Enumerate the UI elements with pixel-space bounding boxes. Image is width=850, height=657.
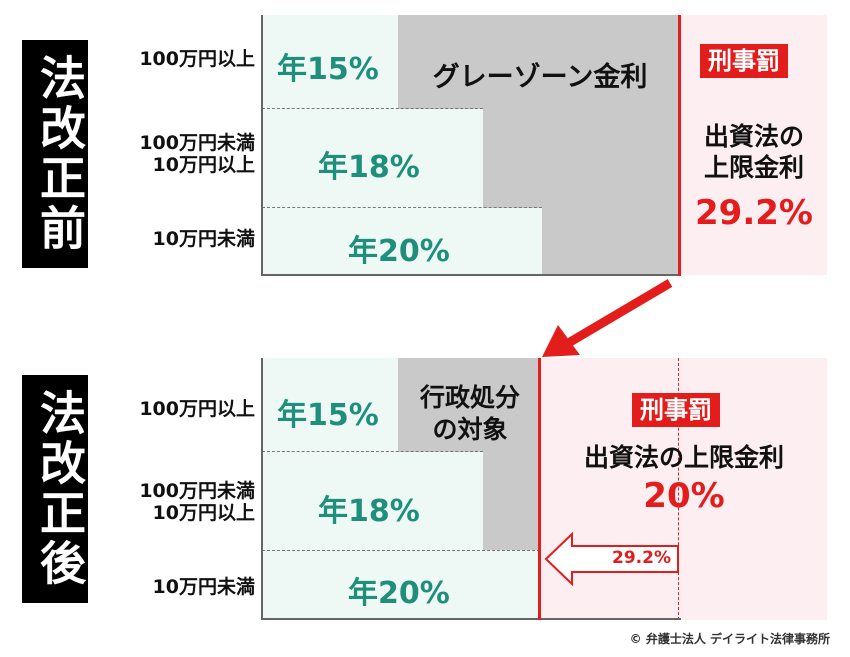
transition-arrow-icon — [542, 279, 673, 357]
after-limit-rate: 20% — [643, 476, 725, 516]
after-row-labels: 100万円以上 100万円未満 10万円以上 10万円未満 — [90, 358, 255, 620]
before-grey-zone-top — [398, 15, 680, 109]
before-y-axis — [261, 15, 263, 276]
left-arrow-icon — [544, 532, 679, 586]
after-row-label-1: 100万円以上 — [139, 398, 255, 420]
after-section-title: 法改正後 — [22, 375, 88, 603]
before-divider-1 — [262, 108, 483, 109]
before-limit-label-2: 上限金利 — [703, 153, 804, 182]
before-row-label-1: 100万円以上 — [139, 48, 255, 70]
after-old-rate: 29.2% — [612, 548, 671, 568]
after-penalty-badge: 刑事罰 — [632, 393, 720, 427]
before-row-label-3: 10万円未満 — [152, 228, 255, 250]
before-grey-zone-label: グレーゾーン金利 — [432, 62, 648, 93]
after-rate-15: 年15% — [277, 398, 379, 433]
before-limit-label-1: 出資法の — [703, 122, 804, 151]
after-divider-1 — [262, 451, 483, 452]
after-limit-label: 出資法の上限金利 — [583, 443, 784, 472]
after-rate-20: 年20% — [348, 576, 450, 611]
after-grey-zone-top — [398, 358, 540, 452]
after-y-axis — [261, 358, 263, 620]
before-grey-zone-mid — [483, 108, 680, 208]
after-row-label-2: 100万円未満 10万円以上 — [139, 480, 255, 524]
after-divider-2 — [262, 550, 540, 551]
before-penalty-badge: 刑事罰 — [700, 44, 788, 78]
after-rate-18: 年18% — [318, 494, 420, 529]
before-limit-rate: 29.2% — [695, 193, 813, 233]
before-section-title: 法改正前 — [22, 40, 88, 268]
after-x-axis — [261, 618, 681, 620]
before-rate-15: 年15% — [277, 52, 379, 87]
before-row-label-2: 100万円未満 10万円以上 — [139, 132, 255, 176]
after-row-label-3: 10万円未満 — [152, 576, 255, 598]
before-limit-line — [678, 15, 681, 276]
after-limit-line — [538, 358, 541, 620]
before-rate-20: 年20% — [348, 234, 450, 269]
before-rate-18: 年18% — [318, 150, 420, 185]
after-grey-zone-label-1: 行政処分 — [419, 383, 520, 412]
after-grey-zone-label-2: の対象 — [432, 415, 508, 444]
after-old-limit-line — [678, 358, 679, 620]
before-row-labels: 100万円以上 100万円未満 10万円以上 10万円未満 — [90, 20, 255, 275]
before-divider-2 — [262, 207, 542, 208]
after-grey-zone-mid — [483, 451, 540, 550]
before-x-axis — [261, 274, 681, 276]
before-grey-zone-bottom — [542, 207, 680, 275]
copyright-notice: © 弁護士法人 デイライト法律事務所 — [629, 632, 830, 646]
